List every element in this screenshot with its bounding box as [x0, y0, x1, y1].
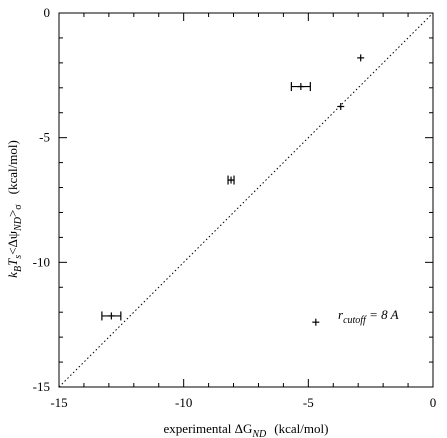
x-tick-label: 0 [430, 395, 437, 410]
annotation-subscript: cutoff [343, 315, 367, 326]
y-axis-title-unit: (kcal/mol) [5, 140, 20, 194]
y-axis-title-part: > [5, 210, 20, 217]
y-axis-title: kBTs<ΔψND>σ (kcal/mol) [5, 140, 24, 278]
data-point [357, 54, 365, 62]
data-point [290, 82, 311, 92]
y-axis-title-part: s [13, 255, 24, 259]
x-tick-label: -15 [50, 395, 67, 410]
legend-marker [312, 318, 320, 326]
axis-frame [58, 12, 434, 388]
y-axis-title-part: <Δψ [5, 231, 20, 255]
annotation-main: r [338, 307, 344, 322]
data-point [101, 311, 122, 321]
y-axis-title-part: B [13, 266, 24, 272]
y-tick-label: -5 [39, 130, 50, 145]
data-points [101, 54, 365, 326]
x-tick-label: -5 [303, 395, 314, 410]
reference-line [58, 12, 434, 388]
cutoff-annotation: rcutoff = 8 A [338, 307, 399, 326]
x-axis-title-prefix: experimental ΔG [164, 421, 253, 436]
y-axis-title-part: ND [13, 216, 24, 232]
y-tick-label: -15 [33, 379, 50, 394]
data-point [337, 103, 345, 110]
y-axis-title-part: T [5, 258, 20, 266]
y-tick-label: 0 [44, 5, 51, 20]
x-axis-title-unit: (kcal/mol) [274, 421, 328, 436]
data-point [227, 175, 235, 185]
annotation-suffix: = 8 A [366, 307, 399, 322]
chart-labels: -15 -10 -5 0 -15 -10 -5 0 rcutoff = 8 A experimen… [5, 5, 436, 438]
x-axis-title: experimental ΔGND (kcal/mol) [164, 421, 329, 438]
y-axis-title-part: k [5, 272, 20, 278]
x-tick-label: -10 [175, 395, 192, 410]
y-tick-label: -10 [33, 254, 50, 269]
plot-area [58, 12, 434, 388]
x-axis-title-subscript: ND [251, 429, 267, 438]
y-axis-title-part: σ [13, 204, 24, 210]
